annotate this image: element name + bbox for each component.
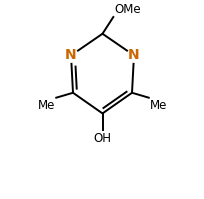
Text: Me: Me [38,99,55,112]
Text: OMe: OMe [114,3,140,16]
Text: N: N [65,48,76,62]
Text: Me: Me [149,99,166,112]
Text: N: N [128,48,139,62]
Text: OH: OH [93,132,111,145]
